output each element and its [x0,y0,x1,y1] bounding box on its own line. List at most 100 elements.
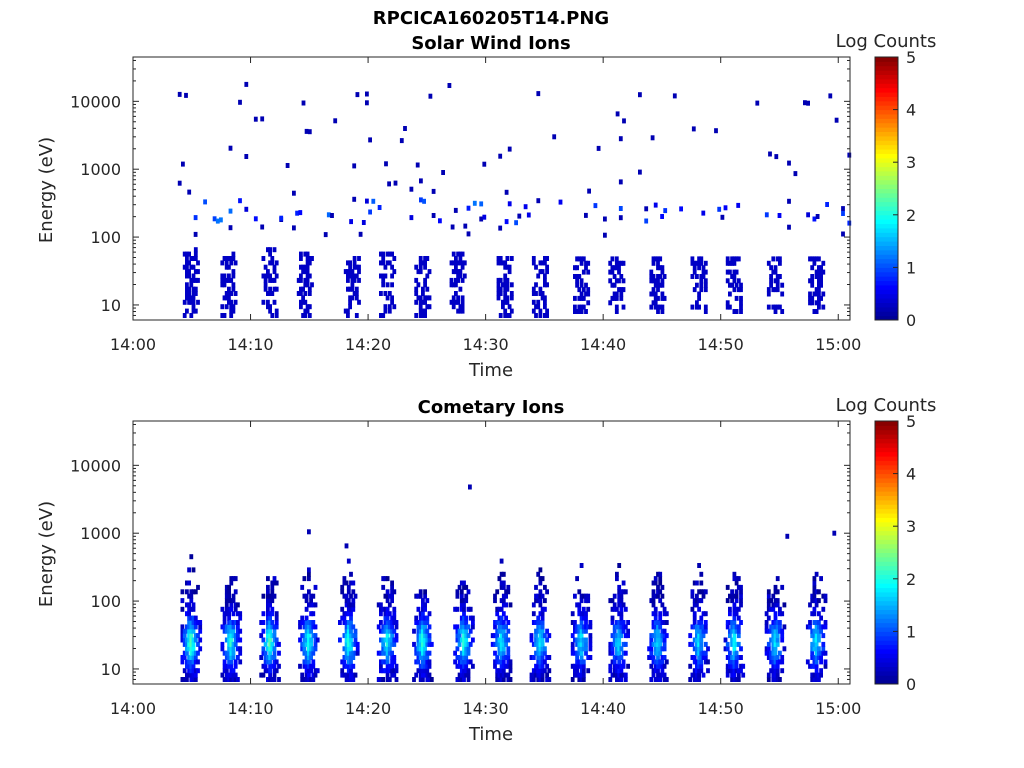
heatmap-cell [615,571,619,577]
heatmap-cell [460,251,465,257]
heatmap-cell [387,677,392,682]
heatmap-cell [231,286,236,292]
colorbar-segment [875,149,898,154]
heatmap-cell [390,598,394,604]
heatmap-cell [581,668,586,674]
heatmap-cell [573,672,577,678]
heatmap-cell [390,624,394,630]
heatmap-cell [270,606,275,612]
heatmap-cell [730,672,734,678]
heatmap-cell [423,646,427,652]
x-tick-label: 14:50 [698,699,744,718]
heatmap-cell [538,567,543,573]
heatmap-cell [414,659,419,665]
heatmap-cell [425,273,430,279]
heatmap-cell [588,633,593,639]
heatmap-cell [236,620,240,625]
heatmap-cell [692,620,697,625]
heatmap-cell [300,646,305,652]
heatmap-cell [773,672,778,678]
heatmap-cell [305,308,310,314]
heatmap-cell [534,313,538,318]
heatmap-cell [227,641,231,647]
heatmap-cell [697,256,701,262]
heatmap-cell [231,598,236,604]
heatmap-cell [577,256,582,262]
heatmap-cell [187,295,191,301]
heatmap-cell [455,628,460,634]
heatmap-cell [187,655,191,660]
heatmap-cell [189,677,194,682]
heatmap-cell [810,278,815,284]
heatmap-cell [352,196,357,202]
heatmap-cell [504,641,508,647]
heatmap-cell [739,287,743,293]
cometary-axes: 14:00 14:10 14:20 14:30 14:40 14:50 15:0010100… [70,420,861,718]
heatmap-cell [732,650,737,656]
heatmap-cell [263,282,268,288]
heatmap-cell [766,598,771,604]
heatmap-cell [540,593,545,599]
heatmap-cell [385,677,390,682]
heatmap-cell [457,655,462,660]
colorbar-segment [875,105,898,111]
heatmap-cell [608,646,613,652]
heatmap-cell [697,663,701,669]
heatmap-cell [390,633,394,639]
heatmap-cell [224,655,229,660]
heatmap-cell [349,655,353,660]
heatmap-cell [734,668,739,674]
heatmap-cell [575,641,579,647]
heatmap-cell [268,611,272,617]
heatmap-cell [575,602,579,608]
heatmap-cell [227,650,231,656]
heatmap-cell [490,633,495,639]
colorbar-segment [875,543,898,549]
colorbar-segment [875,109,898,115]
heatmap-cell [307,672,311,678]
heatmap-cell [651,655,656,660]
y-tick-label: 10000 [70,92,121,111]
heatmap-cell [451,269,456,275]
heatmap-cell [552,134,557,140]
heatmap-cell [617,624,622,630]
heatmap-cell [649,655,654,660]
heatmap-cell [385,606,390,612]
heatmap-cell [579,672,584,678]
heatmap-cell [303,291,308,296]
heatmap-cell [196,277,200,283]
heatmap-cell [773,584,778,590]
heatmap-cell [274,637,279,643]
heatmap-cell [651,672,656,678]
heatmap-cell [739,646,743,652]
heatmap-cell [180,633,185,639]
heatmap-cell [381,668,386,674]
heatmap-cell [304,655,309,660]
heatmap-cell [695,282,699,288]
colorbar-segment [875,206,898,211]
heatmap-cell [311,593,316,599]
heatmap-cell [586,291,591,297]
heatmap-cell [653,620,658,625]
heatmap-cell [656,589,660,595]
heatmap-cell [534,663,538,669]
heatmap-cell [653,637,658,643]
heatmap-cell [730,637,734,643]
heatmap-cell [464,663,469,669]
heatmap-cell [351,602,356,608]
heatmap-cell [814,672,819,678]
heatmap-cell [769,282,773,288]
heatmap-cell [617,641,622,647]
heatmap-cell [346,286,350,292]
heatmap-cell [227,628,231,634]
heatmap-cell [501,611,506,617]
heatmap-cell [342,620,347,625]
heatmap-cell [464,584,469,590]
heatmap-cell [495,589,500,595]
heatmap-cell [303,299,308,305]
heatmap-cell [588,655,593,660]
colorbar-segment [875,552,898,558]
heatmap-cell [231,282,236,288]
heatmap-cell [573,663,577,669]
heatmap-cell [381,659,386,665]
